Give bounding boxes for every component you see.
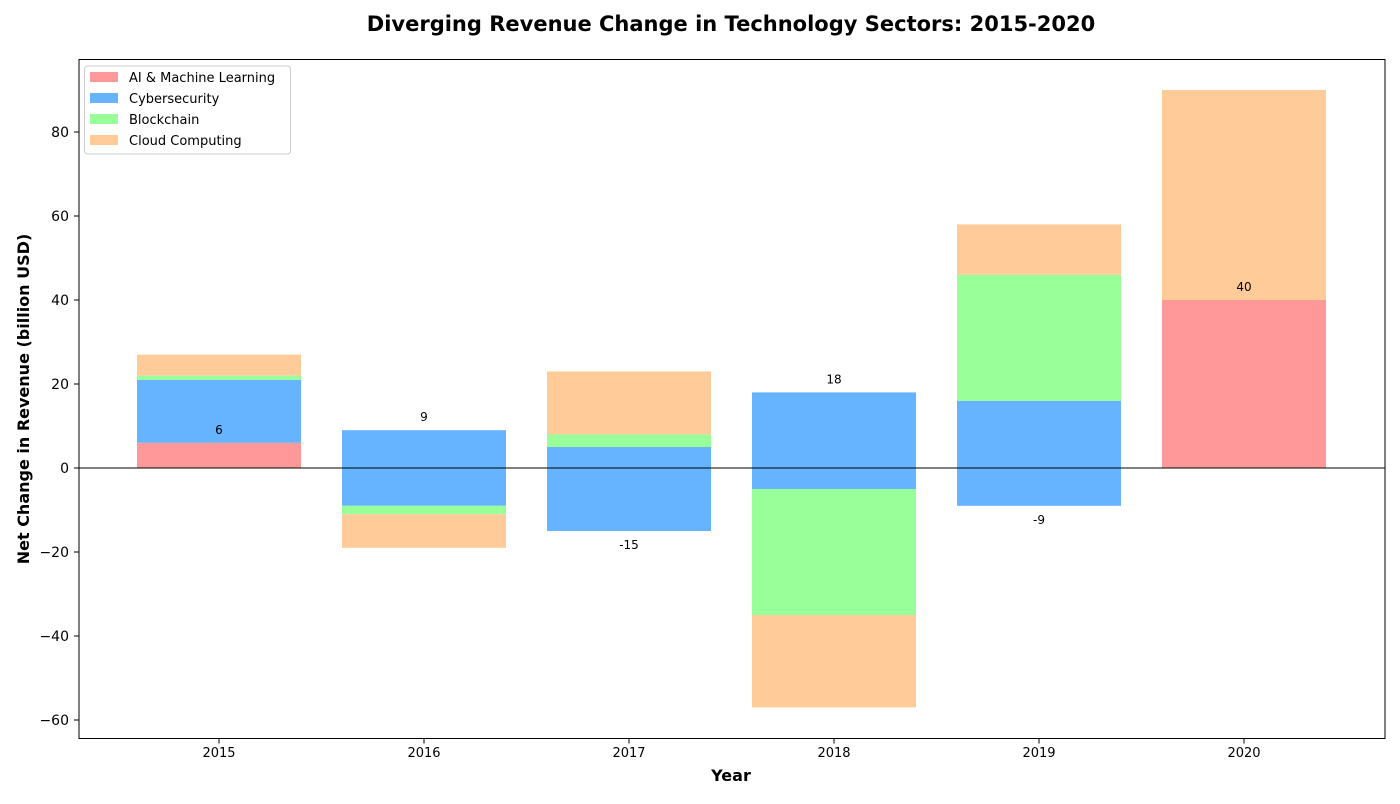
x-axis: 2015 2016 2017 2018 2019 2020 — [202, 738, 1261, 761]
bar-2017-cybersecurity — [547, 447, 711, 531]
data-label-2015: 6 — [215, 423, 223, 437]
bar-2020-ai-machine-learning — [1162, 300, 1326, 468]
data-label-2019: -9 — [1033, 513, 1045, 527]
bar-2016-blockchain — [342, 505, 506, 515]
data-label-2018: 18 — [826, 372, 841, 386]
bar-2019-cybersecurity — [957, 400, 1121, 506]
legend-label-cloud-computing: Cloud Computing — [129, 134, 242, 149]
legend-label-cybersecurity: Cybersecurity — [129, 92, 220, 107]
bar-2018-blockchain — [752, 489, 916, 615]
y-tick-label: 0 — [60, 461, 69, 477]
x-tick-label-2016: 2016 — [407, 746, 440, 761]
bar-2018-cloud-computing — [752, 615, 916, 708]
y-tick-label: 80 — [51, 125, 69, 141]
y-tick-label: −60 — [39, 713, 69, 729]
bar-2017-cloud-computing — [547, 371, 711, 435]
x-tick-label-2018: 2018 — [817, 746, 850, 761]
data-label-2016: 9 — [420, 410, 428, 424]
data-label-2020: 40 — [1236, 280, 1251, 294]
plot-frame — [78, 59, 1386, 739]
data-labels-layer: 6 9 -15 18 -9 40 — [215, 280, 1251, 552]
bar-2015-blockchain — [137, 375, 301, 380]
x-tick-label-2020: 2020 — [1227, 746, 1260, 761]
legend-items: AI & Machine Learning Cybersecurity Blockc… — [90, 71, 275, 149]
legend-label-blockchain: Blockchain — [129, 113, 199, 128]
legend-swatch-ai-machine-learning — [90, 72, 118, 82]
x-tick-label-2017: 2017 — [612, 746, 645, 761]
legend-swatch-blockchain — [90, 114, 118, 124]
bar-2015-cloud-computing — [137, 354, 301, 376]
y-axis-label: Net Change in Revenue (billion USD) — [14, 234, 33, 565]
bars-layer — [137, 90, 1326, 708]
x-tick-label-2019: 2019 — [1022, 746, 1055, 761]
y-tick-label: 60 — [51, 209, 69, 225]
y-axis: −60 −40 −20 0 20 40 60 80 — [39, 125, 79, 729]
bar-2020-cloud-computing — [1162, 90, 1326, 300]
x-tick-label-2015: 2015 — [202, 746, 235, 761]
legend-frame — [84, 65, 291, 155]
data-label-2017: -15 — [619, 538, 639, 552]
y-tick-label: −20 — [39, 545, 69, 561]
bar-2019-blockchain — [957, 274, 1121, 401]
bar-2017-blockchain — [547, 434, 711, 447]
legend-label-ai-machine-learning: AI & Machine Learning — [129, 71, 275, 86]
bar-2015-ai-machine-learning — [137, 442, 301, 468]
bar-2019-cloud-computing — [957, 224, 1121, 275]
bar-2016-cloud-computing — [342, 514, 506, 548]
legend-swatch-cloud-computing — [90, 135, 118, 145]
x-axis-label: Year — [710, 766, 751, 785]
legend-swatch-cybersecurity — [90, 93, 118, 103]
legend: AI & Machine Learning Cybersecurity Blockc… — [84, 65, 291, 155]
bar-2015-cybersecurity — [137, 379, 301, 443]
chart-title: Diverging Revenue Change in Technology S… — [367, 12, 1095, 36]
y-tick-label: −40 — [39, 629, 69, 645]
bar-2018-cybersecurity — [752, 392, 916, 489]
y-tick-label: 20 — [51, 377, 69, 393]
y-tick-label: 40 — [51, 293, 69, 309]
